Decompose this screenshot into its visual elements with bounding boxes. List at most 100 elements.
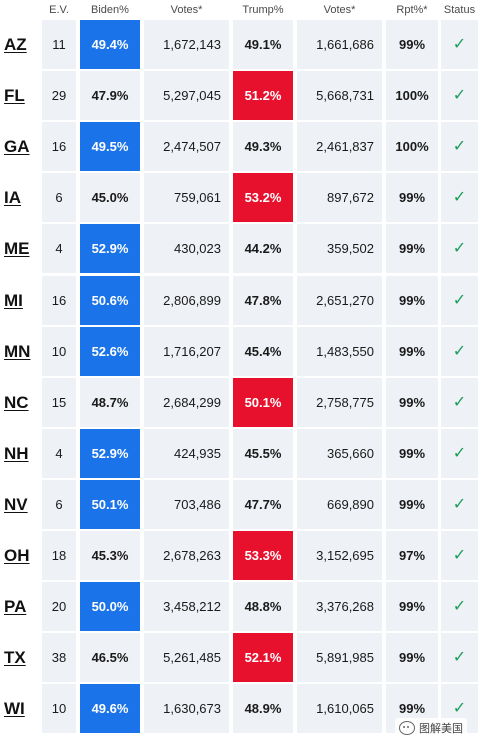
header-biden-votes: Votes* — [170, 4, 203, 16]
state-link[interactable]: NH — [4, 443, 29, 463]
biden-votes-cell: 759,061 — [144, 173, 229, 223]
biden-votes-cell: 2,474,507 — [144, 122, 229, 172]
trump-pct-cell: 48.9% — [233, 684, 293, 734]
trump-pct-cell: 52.1% — [233, 633, 293, 683]
ev-cell: 11 — [42, 20, 76, 69]
ev-cell: 4 — [42, 224, 76, 274]
ev-cell: 15 — [42, 377, 76, 427]
rpt-cell: 100% — [386, 122, 438, 172]
table-row: GA 16 49.5% 2,474,507 49.3% 2,461,837 100% ✓ — [0, 122, 481, 172]
trump-votes-cell: 897,672 — [297, 173, 382, 223]
header-ev: E.V. — [49, 4, 69, 16]
ev-cell: 38 — [42, 633, 76, 683]
trump-pct-cell: 48.8% — [233, 582, 293, 632]
table-row: MI 16 50.6% 2,806,899 47.8% 2,651,270 99% ✓ — [0, 275, 481, 325]
rpt-cell: 99% — [386, 428, 438, 478]
header-trump-votes: Votes* — [323, 4, 356, 16]
trump-votes-cell: 2,461,837 — [297, 122, 382, 172]
rpt-cell: 99% — [386, 173, 438, 223]
state-link[interactable]: WI — [4, 699, 25, 719]
status-cell: ✓ — [441, 531, 478, 580]
state-link[interactable]: NC — [4, 392, 29, 412]
biden-votes-cell: 703,486 — [144, 479, 229, 529]
rpt-cell: 99% — [386, 20, 438, 69]
rpt-cell: 99% — [386, 633, 438, 683]
biden-votes-cell: 5,297,045 — [144, 71, 229, 121]
biden-votes-cell: 2,806,899 — [144, 275, 229, 325]
biden-votes-cell: 3,458,212 — [144, 582, 229, 632]
state-link[interactable]: AZ — [4, 35, 27, 54]
state-link[interactable]: PA — [4, 597, 27, 617]
check-icon: ✓ — [452, 189, 467, 207]
biden-pct-cell: 49.5% — [80, 122, 140, 172]
biden-votes-cell: 2,678,263 — [144, 531, 229, 580]
trump-pct-cell: 51.2% — [233, 71, 293, 121]
state-link[interactable]: FL — [4, 86, 25, 106]
trump-votes-cell: 669,890 — [297, 479, 382, 529]
table-row: NV 6 50.1% 703,486 47.7% 669,890 99% ✓ — [0, 479, 481, 529]
check-icon: ✓ — [452, 342, 467, 360]
state-link[interactable]: GA — [4, 137, 30, 157]
status-cell: ✓ — [441, 71, 478, 121]
biden-pct-cell: 48.7% — [80, 377, 140, 427]
header-biden-pct: Biden% — [91, 4, 129, 16]
ev-cell: 10 — [42, 326, 76, 376]
ev-cell: 10 — [42, 684, 76, 734]
table-row: OH 18 45.3% 2,678,263 53.3% 3,152,695 97% ✓ — [0, 531, 481, 580]
check-icon: ✓ — [452, 495, 467, 513]
state-link[interactable]: OH — [4, 546, 30, 565]
state-link[interactable]: IA — [4, 188, 21, 208]
trump-pct-cell: 44.2% — [233, 224, 293, 274]
state-link[interactable]: ME — [4, 239, 30, 259]
header-trump-pct: Trump% — [242, 4, 284, 16]
table-row: WI 10 49.6% 1,630,673 48.9% 1,610,065 99% ✓ — [0, 684, 481, 734]
biden-pct-cell: 50.0% — [80, 582, 140, 632]
ev-cell: 4 — [42, 428, 76, 478]
wechat-icon — [399, 721, 415, 735]
trump-votes-cell: 5,891,985 — [297, 633, 382, 683]
ev-cell: 6 — [42, 479, 76, 529]
state-link[interactable]: MI — [4, 290, 23, 310]
status-cell: ✓ — [441, 633, 478, 683]
state-link[interactable]: NV — [4, 494, 28, 514]
rpt-cell: 99% — [386, 377, 438, 427]
trump-votes-cell: 3,152,695 — [297, 531, 382, 580]
state-link[interactable]: TX — [4, 648, 26, 668]
watermark-text: 图解美国 — [419, 723, 463, 735]
biden-pct-cell: 46.5% — [80, 633, 140, 683]
ev-cell: 29 — [42, 71, 76, 121]
trump-votes-cell: 5,668,731 — [297, 71, 382, 121]
trump-votes-cell: 365,660 — [297, 428, 382, 478]
biden-pct-cell: 45.3% — [80, 531, 140, 580]
status-cell: ✓ — [441, 224, 478, 274]
check-icon: ✓ — [452, 649, 467, 667]
status-cell: ✓ — [441, 20, 478, 69]
trump-votes-cell: 1,610,065 — [297, 684, 382, 734]
rpt-cell: 99% — [386, 326, 438, 376]
trump-pct-cell: 53.3% — [233, 531, 293, 580]
trump-pct-cell: 50.1% — [233, 377, 293, 427]
table-row: TX 38 46.5% 5,261,485 52.1% 5,891,985 99% ✓ — [0, 633, 481, 683]
check-icon: ✓ — [452, 700, 467, 718]
state-link[interactable]: MN — [4, 341, 31, 361]
rpt-cell: 99% — [386, 479, 438, 529]
status-cell: ✓ — [441, 428, 478, 478]
ev-cell: 16 — [42, 122, 76, 172]
status-cell: ✓ — [441, 173, 478, 223]
status-cell: ✓ — [441, 479, 478, 529]
status-cell: ✓ — [441, 377, 478, 427]
check-icon: ✓ — [452, 138, 467, 156]
biden-pct-cell: 49.4% — [80, 20, 140, 69]
status-cell: ✓ — [441, 275, 478, 325]
table-row: IA 6 45.0% 759,061 53.2% 897,672 99% ✓ — [0, 173, 481, 223]
check-icon: ✓ — [452, 598, 467, 616]
table-row: PA 20 50.0% 3,458,212 48.8% 3,376,268 99% ✓ — [0, 582, 481, 632]
rpt-cell: 99% — [386, 275, 438, 325]
table-row: ME 4 52.9% 430,023 44.2% 359,502 99% ✓ — [0, 224, 481, 274]
check-icon: ✓ — [452, 240, 467, 258]
biden-pct-cell: 52.9% — [80, 428, 140, 478]
table-row: MN 10 52.6% 1,716,207 45.4% 1,483,550 99% ✓ — [0, 326, 481, 376]
table-row: NC 15 48.7% 2,684,299 50.1% 2,758,775 99% ✓ — [0, 377, 481, 427]
ev-cell: 18 — [42, 531, 76, 580]
biden-pct-cell: 52.6% — [80, 326, 140, 376]
